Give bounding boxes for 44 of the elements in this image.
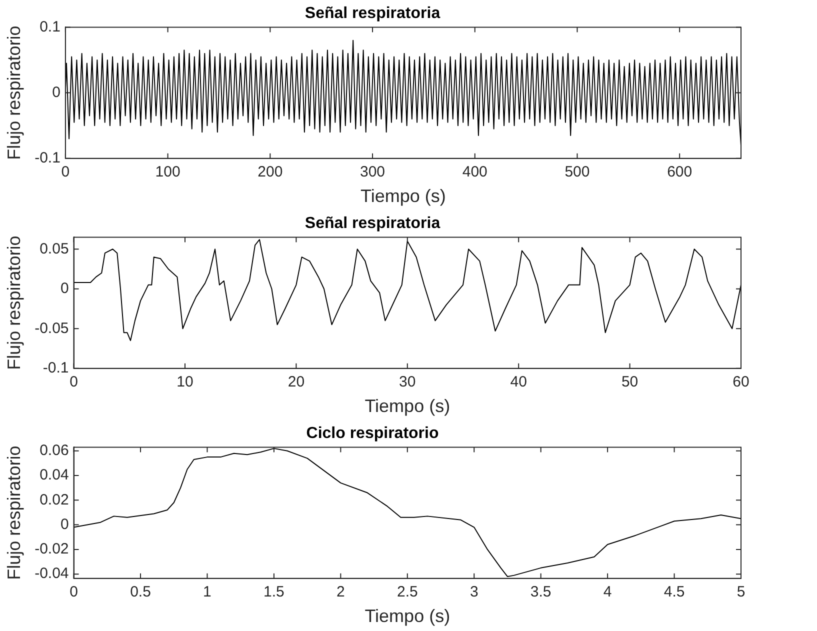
y-axis-title: Flujo respiratorio (4, 26, 24, 160)
x-tick-label: 4 (603, 584, 612, 601)
x-tick-label: 20 (288, 374, 305, 391)
x-axis-title: Tiempo (s) (364, 606, 450, 626)
y-tick-label: 0 (52, 84, 60, 101)
x-tick-label: 10 (176, 374, 194, 391)
y-tick-label: 0.1 (40, 18, 60, 36)
x-tick-label: 200 (258, 164, 283, 181)
y-tick-label: 0.05 (40, 240, 69, 258)
y-tick-label: -0.1 (42, 360, 69, 377)
x-tick-label: 3 (470, 584, 478, 601)
chart-title: Señal respiratoria (304, 215, 440, 232)
y-axis-title: Flujo respiratorio (4, 446, 24, 580)
x-axis-title: Tiempo (s) (364, 396, 450, 416)
y-tick-label: 0 (60, 280, 69, 298)
x-tick-label: 500 (564, 164, 590, 181)
x-tick-label: 300 (360, 164, 386, 181)
x-tick-label: 1.5 (264, 584, 284, 601)
x-tick-label: 30 (399, 374, 416, 391)
x-tick-label: 0.5 (130, 584, 151, 601)
y-tick-label: -0.02 (34, 540, 69, 558)
chart-title: Ciclo respiratorio (306, 425, 439, 442)
x-tick-label: 50 (621, 374, 638, 391)
x-tick-label: 3.5 (530, 584, 552, 601)
x-tick-label: 1 (203, 584, 212, 601)
chart-title: Señal respiratoria (304, 5, 440, 22)
y-tick-label: 0.02 (40, 491, 69, 508)
x-tick-label: 4.5 (664, 584, 685, 601)
x-tick-label: 600 (667, 164, 692, 181)
x-tick-label: 2.5 (396, 584, 418, 601)
y-tick-label: -0.1 (34, 150, 60, 167)
y-axis-title: Flujo respiratorio (4, 236, 24, 370)
x-tick-label: 40 (510, 374, 527, 391)
y-tick-label: 0.06 (40, 442, 69, 460)
y-tick-label: -0.05 (34, 320, 69, 337)
y-tick-label: -0.04 (34, 565, 69, 582)
x-tick-label: 400 (462, 164, 488, 181)
y-tick-label: 0 (60, 516, 69, 533)
x-axis-title: Tiempo (s) (360, 186, 446, 206)
y-tick-label: 0.04 (40, 466, 69, 484)
x-tick-label: 2 (336, 584, 345, 601)
x-tick-label: 60 (732, 374, 750, 391)
x-tick-label: 5 (736, 584, 746, 601)
x-tick-label: 100 (155, 164, 180, 181)
